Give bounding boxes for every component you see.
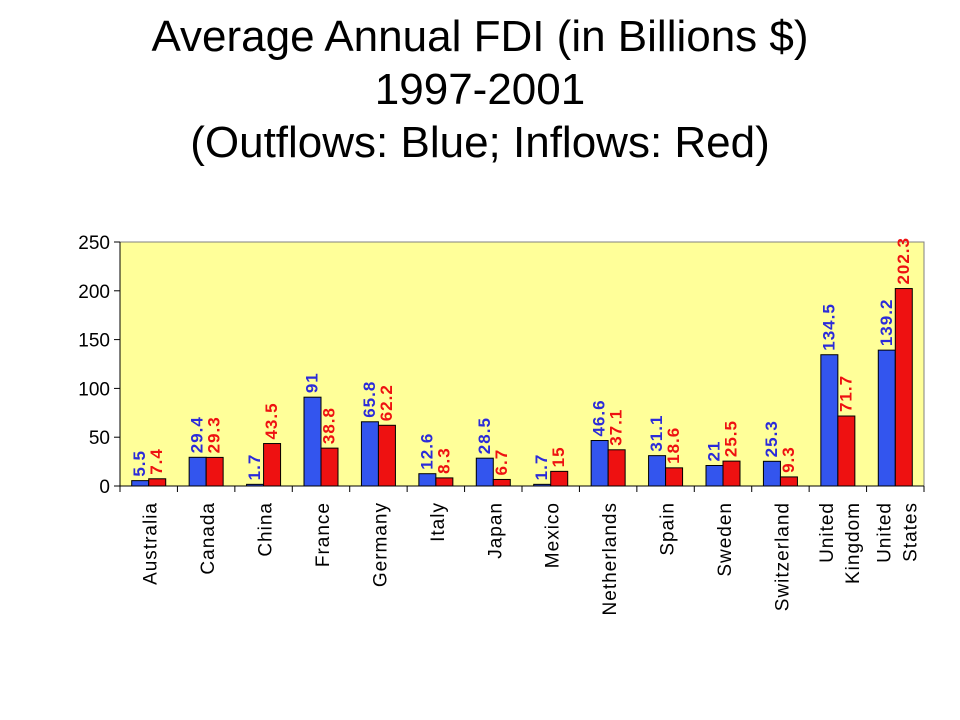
outflow-data-label: 46.6 [590, 399, 609, 436]
outflow-data-label: 139.2 [877, 299, 896, 347]
outflow-data-label: 28.5 [475, 417, 494, 454]
inflow-data-label: 71.7 [836, 375, 855, 412]
outflow-bar [533, 483, 552, 487]
inflow-bar [550, 470, 569, 487]
outflow-bar [877, 349, 896, 487]
outflow-bar [303, 396, 322, 487]
outflow-bar [762, 460, 781, 487]
category-label: Sweden [715, 502, 736, 577]
outflow-bar [705, 465, 724, 487]
slide-title: Average Annual FDI (in Billions $) 1997-… [0, 10, 960, 169]
category-label: Kingdom [843, 502, 864, 584]
category-label: States [900, 502, 921, 562]
outflow-data-label: 21 [705, 441, 724, 462]
title-line-3: (Outflows: Blue; Inflows: Red) [190, 118, 770, 167]
y-tick-label: 100 [78, 379, 110, 400]
inflow-bar [263, 443, 282, 487]
outflow-data-label: 12.6 [417, 433, 436, 470]
category-label: Switzerland [772, 502, 793, 611]
category-label: China [256, 502, 277, 557]
outflow-bar [418, 473, 437, 487]
inflow-bar [894, 288, 913, 487]
outflow-data-label: 91 [303, 372, 322, 393]
title-line-2: 1997-2001 [374, 65, 586, 114]
inflow-data-label: 18.6 [664, 427, 683, 464]
outflow-data-label: 5.5 [130, 450, 149, 477]
inflow-bar [665, 467, 684, 487]
outflow-bar [475, 457, 494, 487]
category-label: Netherlands [600, 502, 621, 615]
inflow-data-label: 38.8 [320, 407, 339, 444]
inflow-data-label: 9.3 [779, 446, 798, 473]
y-tick-label: 150 [78, 331, 110, 352]
inflow-bar [377, 424, 396, 487]
outflow-data-label: 1.7 [245, 454, 264, 481]
inflow-data-label: 202.3 [894, 237, 913, 285]
y-tick-label: 0 [99, 477, 110, 498]
outflow-data-label: 1.7 [532, 454, 551, 481]
inflow-data-label: 7.4 [147, 448, 166, 475]
category-label: France [313, 502, 334, 567]
y-tick-label: 250 [78, 233, 110, 254]
category-label: United [817, 502, 838, 563]
inflow-data-label: 6.7 [492, 449, 511, 476]
outflow-bar [648, 455, 667, 487]
inflow-bar [148, 478, 167, 487]
inflow-data-label: 25.5 [722, 420, 741, 457]
y-tick-label: 200 [78, 282, 110, 303]
category-label: Japan [485, 502, 506, 559]
category-label: Mexico [543, 502, 564, 568]
outflow-data-label: 29.4 [188, 416, 207, 453]
inflow-bar [722, 460, 741, 487]
outflow-data-label: 25.3 [762, 420, 781, 457]
inflow-data-label: 15 [549, 446, 568, 467]
outflow-bar [131, 480, 150, 487]
inflow-data-label: 62.2 [377, 384, 396, 421]
outflow-data-label: 31.1 [647, 415, 666, 452]
category-label: United [874, 502, 895, 563]
outflow-data-label: 65.8 [360, 381, 379, 418]
outflow-bar [246, 483, 265, 487]
plot-area [119, 241, 925, 487]
inflow-bar [779, 476, 798, 487]
category-label: Spain [658, 502, 679, 556]
inflow-bar [837, 415, 856, 487]
inflow-data-label: 43.5 [262, 402, 281, 439]
title-line-1: Average Annual FDI (in Billions $) [151, 12, 809, 61]
inflow-bar [435, 477, 454, 487]
inflow-bar [607, 449, 626, 487]
outflow-bar [188, 456, 207, 487]
inflow-bar [320, 447, 339, 487]
outflow-bar [360, 421, 379, 487]
inflow-data-label: 8.3 [434, 447, 453, 474]
y-tick-label: 50 [89, 428, 110, 449]
outflow-bar [820, 354, 839, 487]
outflow-data-label: 134.5 [819, 303, 838, 351]
inflow-bar [492, 478, 511, 487]
inflow-data-label: 37.1 [607, 409, 626, 446]
inflow-data-label: 29.3 [205, 416, 224, 453]
inflow-bar [205, 456, 224, 487]
category-label: Canada [198, 502, 219, 575]
category-label: Australia [141, 502, 162, 585]
category-label: Italy [428, 502, 449, 542]
outflow-bar [590, 440, 609, 487]
category-label: Germany [370, 502, 391, 587]
